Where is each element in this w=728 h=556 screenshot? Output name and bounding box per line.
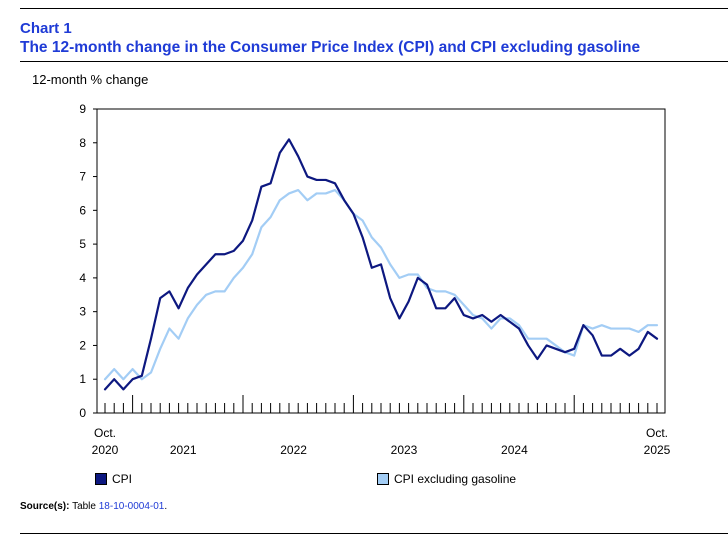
y-tick-label: 0	[79, 406, 86, 420]
y-tick-label: 4	[79, 271, 86, 285]
x-axis: Oct. 2020 2021 2022 2023 2024 Oct. 2025	[92, 395, 671, 457]
y-tick-label: 5	[79, 237, 86, 251]
y-tick-label: 1	[79, 372, 86, 386]
source-label: Source(s):	[20, 501, 70, 512]
x-tick-label-month: Oct.	[646, 426, 668, 440]
x-tick-label-year: 2023	[391, 443, 418, 457]
line-chart: 0 1 2 3 4 5 6 7 8 9 Oct. 2020 2021 2022 2023 2024 Oct. 2…	[79, 102, 671, 457]
source-suffix: .	[164, 501, 168, 512]
chart-number: Chart 1	[20, 20, 72, 37]
y-tick-label: 2	[79, 338, 86, 352]
y-tick-label: 9	[79, 102, 86, 116]
legend-swatch-cpi-ex-gasoline	[377, 473, 389, 485]
source-table-link[interactable]: 18-10-0004-01	[98, 501, 165, 512]
y-tick-label: 6	[79, 203, 86, 217]
x-tick-label-month: Oct.	[94, 426, 116, 440]
x-tick-label-year: 2020	[92, 443, 119, 457]
top-rule	[20, 8, 728, 9]
y-tick-label: 7	[79, 170, 86, 184]
legend-label-cpi: CPI	[112, 472, 133, 486]
source-text: Table	[72, 501, 96, 512]
series-line-cpi-ex-gasoline	[103, 188, 659, 381]
plot-frame	[96, 108, 666, 414]
x-tick-label-year: 2024	[501, 443, 528, 457]
x-tick-label-year: 2025	[644, 443, 671, 457]
x-tick-label-year: 2022	[280, 443, 307, 457]
legend-swatch-cpi	[95, 473, 107, 485]
series-layer	[103, 138, 659, 391]
legend-label-cpi-ex-gasoline: CPI excluding gasoline	[394, 472, 517, 486]
title-rule	[20, 61, 728, 62]
chart-title: The 12-month change in the Consumer Pric…	[20, 39, 641, 56]
y-axis: 0 1 2 3 4 5 6 7 8 9	[79, 102, 97, 420]
y-axis-label: 12-month % change	[32, 72, 149, 87]
bottom-rule	[20, 533, 728, 534]
x-tick-label-year: 2021	[170, 443, 197, 457]
source-note: Source(s): Table 18-10-0004-01.	[20, 501, 167, 512]
legend-item-cpi-ex-gasoline: CPI excluding gasoline	[377, 472, 516, 486]
y-tick-label: 8	[79, 136, 86, 150]
legend-item-cpi: CPI	[95, 472, 132, 486]
y-tick-label: 3	[79, 305, 86, 319]
series-line-cpi	[103, 138, 659, 391]
